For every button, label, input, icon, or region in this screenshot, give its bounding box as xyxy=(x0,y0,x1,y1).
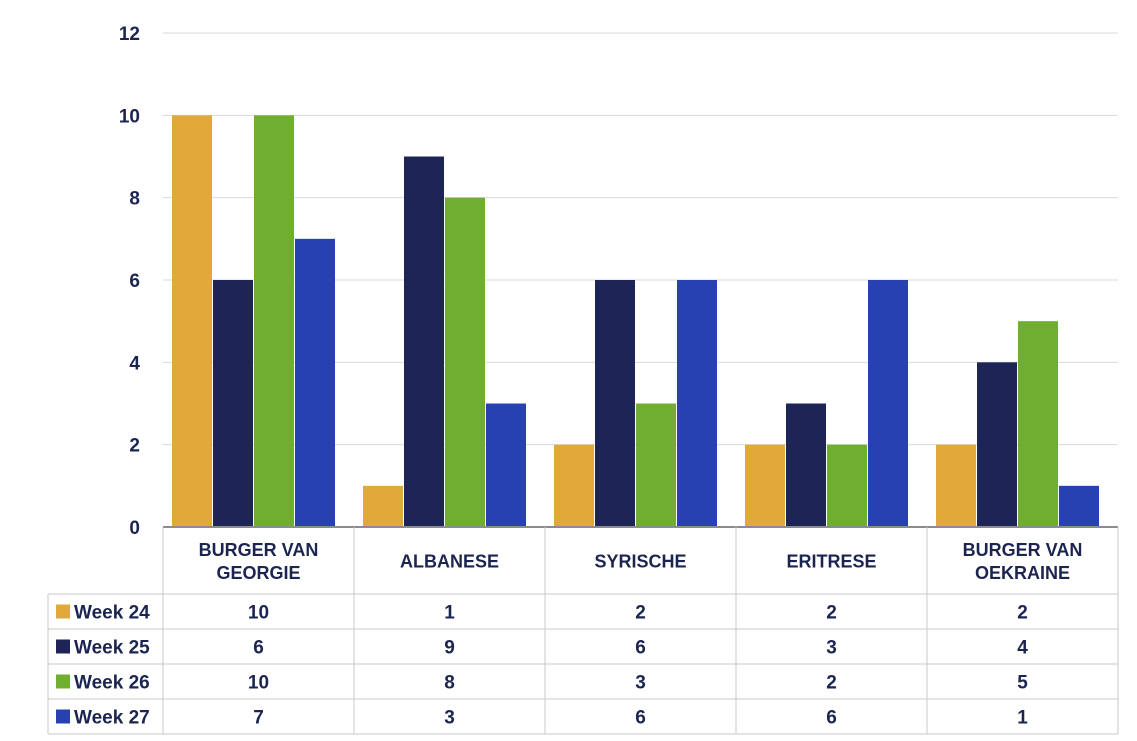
data-table-value: 2 xyxy=(1017,603,1028,624)
data-table-value: 1 xyxy=(1017,708,1028,729)
data-table-value: 10 xyxy=(248,603,269,624)
category-label: GEORGIE xyxy=(216,563,300,583)
category-label: ALBANESE xyxy=(400,552,499,572)
data-table-value: 5 xyxy=(1017,673,1028,694)
data-table-value: 7 xyxy=(253,708,264,729)
bar xyxy=(1059,485,1099,527)
bar xyxy=(295,238,335,528)
legend-label: Week 26 xyxy=(74,673,150,694)
bar xyxy=(977,362,1017,527)
bar xyxy=(404,156,444,527)
category-label: ERITRESE xyxy=(786,552,876,572)
legend-key xyxy=(56,709,70,724)
bar xyxy=(677,280,717,527)
data-table-value: 6 xyxy=(253,638,264,659)
data-table-value: 2 xyxy=(826,673,837,694)
bar xyxy=(254,115,294,527)
y-tick-label: 8 xyxy=(129,189,140,210)
bars xyxy=(163,115,1118,528)
bar xyxy=(868,280,908,527)
data-table-value: 2 xyxy=(826,603,837,624)
y-tick-label: 2 xyxy=(129,436,140,457)
bar xyxy=(1018,321,1058,527)
data-table-value: 3 xyxy=(444,708,455,729)
bar xyxy=(827,444,867,527)
legend-label: Week 27 xyxy=(74,708,150,729)
y-axis-ticks: 0 2 4 6 8 10 12 xyxy=(119,24,141,539)
bar xyxy=(213,280,253,527)
data-table-value: 2 xyxy=(635,603,646,624)
data-table-value: 3 xyxy=(826,638,837,659)
data-table-value: 8 xyxy=(444,673,455,694)
y-tick-label: 12 xyxy=(119,24,140,45)
y-tick-label: 10 xyxy=(119,106,140,127)
bar xyxy=(636,403,676,527)
bar xyxy=(554,444,594,527)
data-table-value: 6 xyxy=(826,708,837,729)
data-table-value: 4 xyxy=(1017,638,1028,659)
data-table-value: 3 xyxy=(635,673,646,694)
legend-label: Week 25 xyxy=(74,638,150,659)
bar xyxy=(595,280,635,527)
y-tick-label: 0 xyxy=(129,518,140,539)
y-tick-label: 4 xyxy=(129,353,140,374)
bar xyxy=(172,115,212,527)
bar xyxy=(486,403,526,527)
data-table-value: 9 xyxy=(444,638,455,659)
bar xyxy=(786,403,826,527)
data-table-value: 6 xyxy=(635,708,646,729)
legend-label: Week 24 xyxy=(74,603,150,624)
legend-key xyxy=(56,639,70,654)
category-label: SYRISCHE xyxy=(594,552,686,572)
category-label: OEKRAINE xyxy=(975,563,1070,583)
y-tick-label: 6 xyxy=(129,271,140,292)
bar xyxy=(363,485,403,527)
bar xyxy=(936,444,976,527)
data-table-value: 10 xyxy=(248,673,269,694)
legend-key xyxy=(56,604,70,619)
category-label: BURGER VAN xyxy=(963,540,1083,560)
category-label: BURGER VAN xyxy=(199,540,319,560)
data-table: BURGER VAN GEORGIE ALBANESE SYRISCHE ERITRES… xyxy=(47,527,1119,735)
data-table-value: 1 xyxy=(444,603,455,624)
bar xyxy=(445,197,485,527)
bar xyxy=(745,444,785,527)
data-table-value: 6 xyxy=(635,638,646,659)
legend-key xyxy=(56,674,70,689)
